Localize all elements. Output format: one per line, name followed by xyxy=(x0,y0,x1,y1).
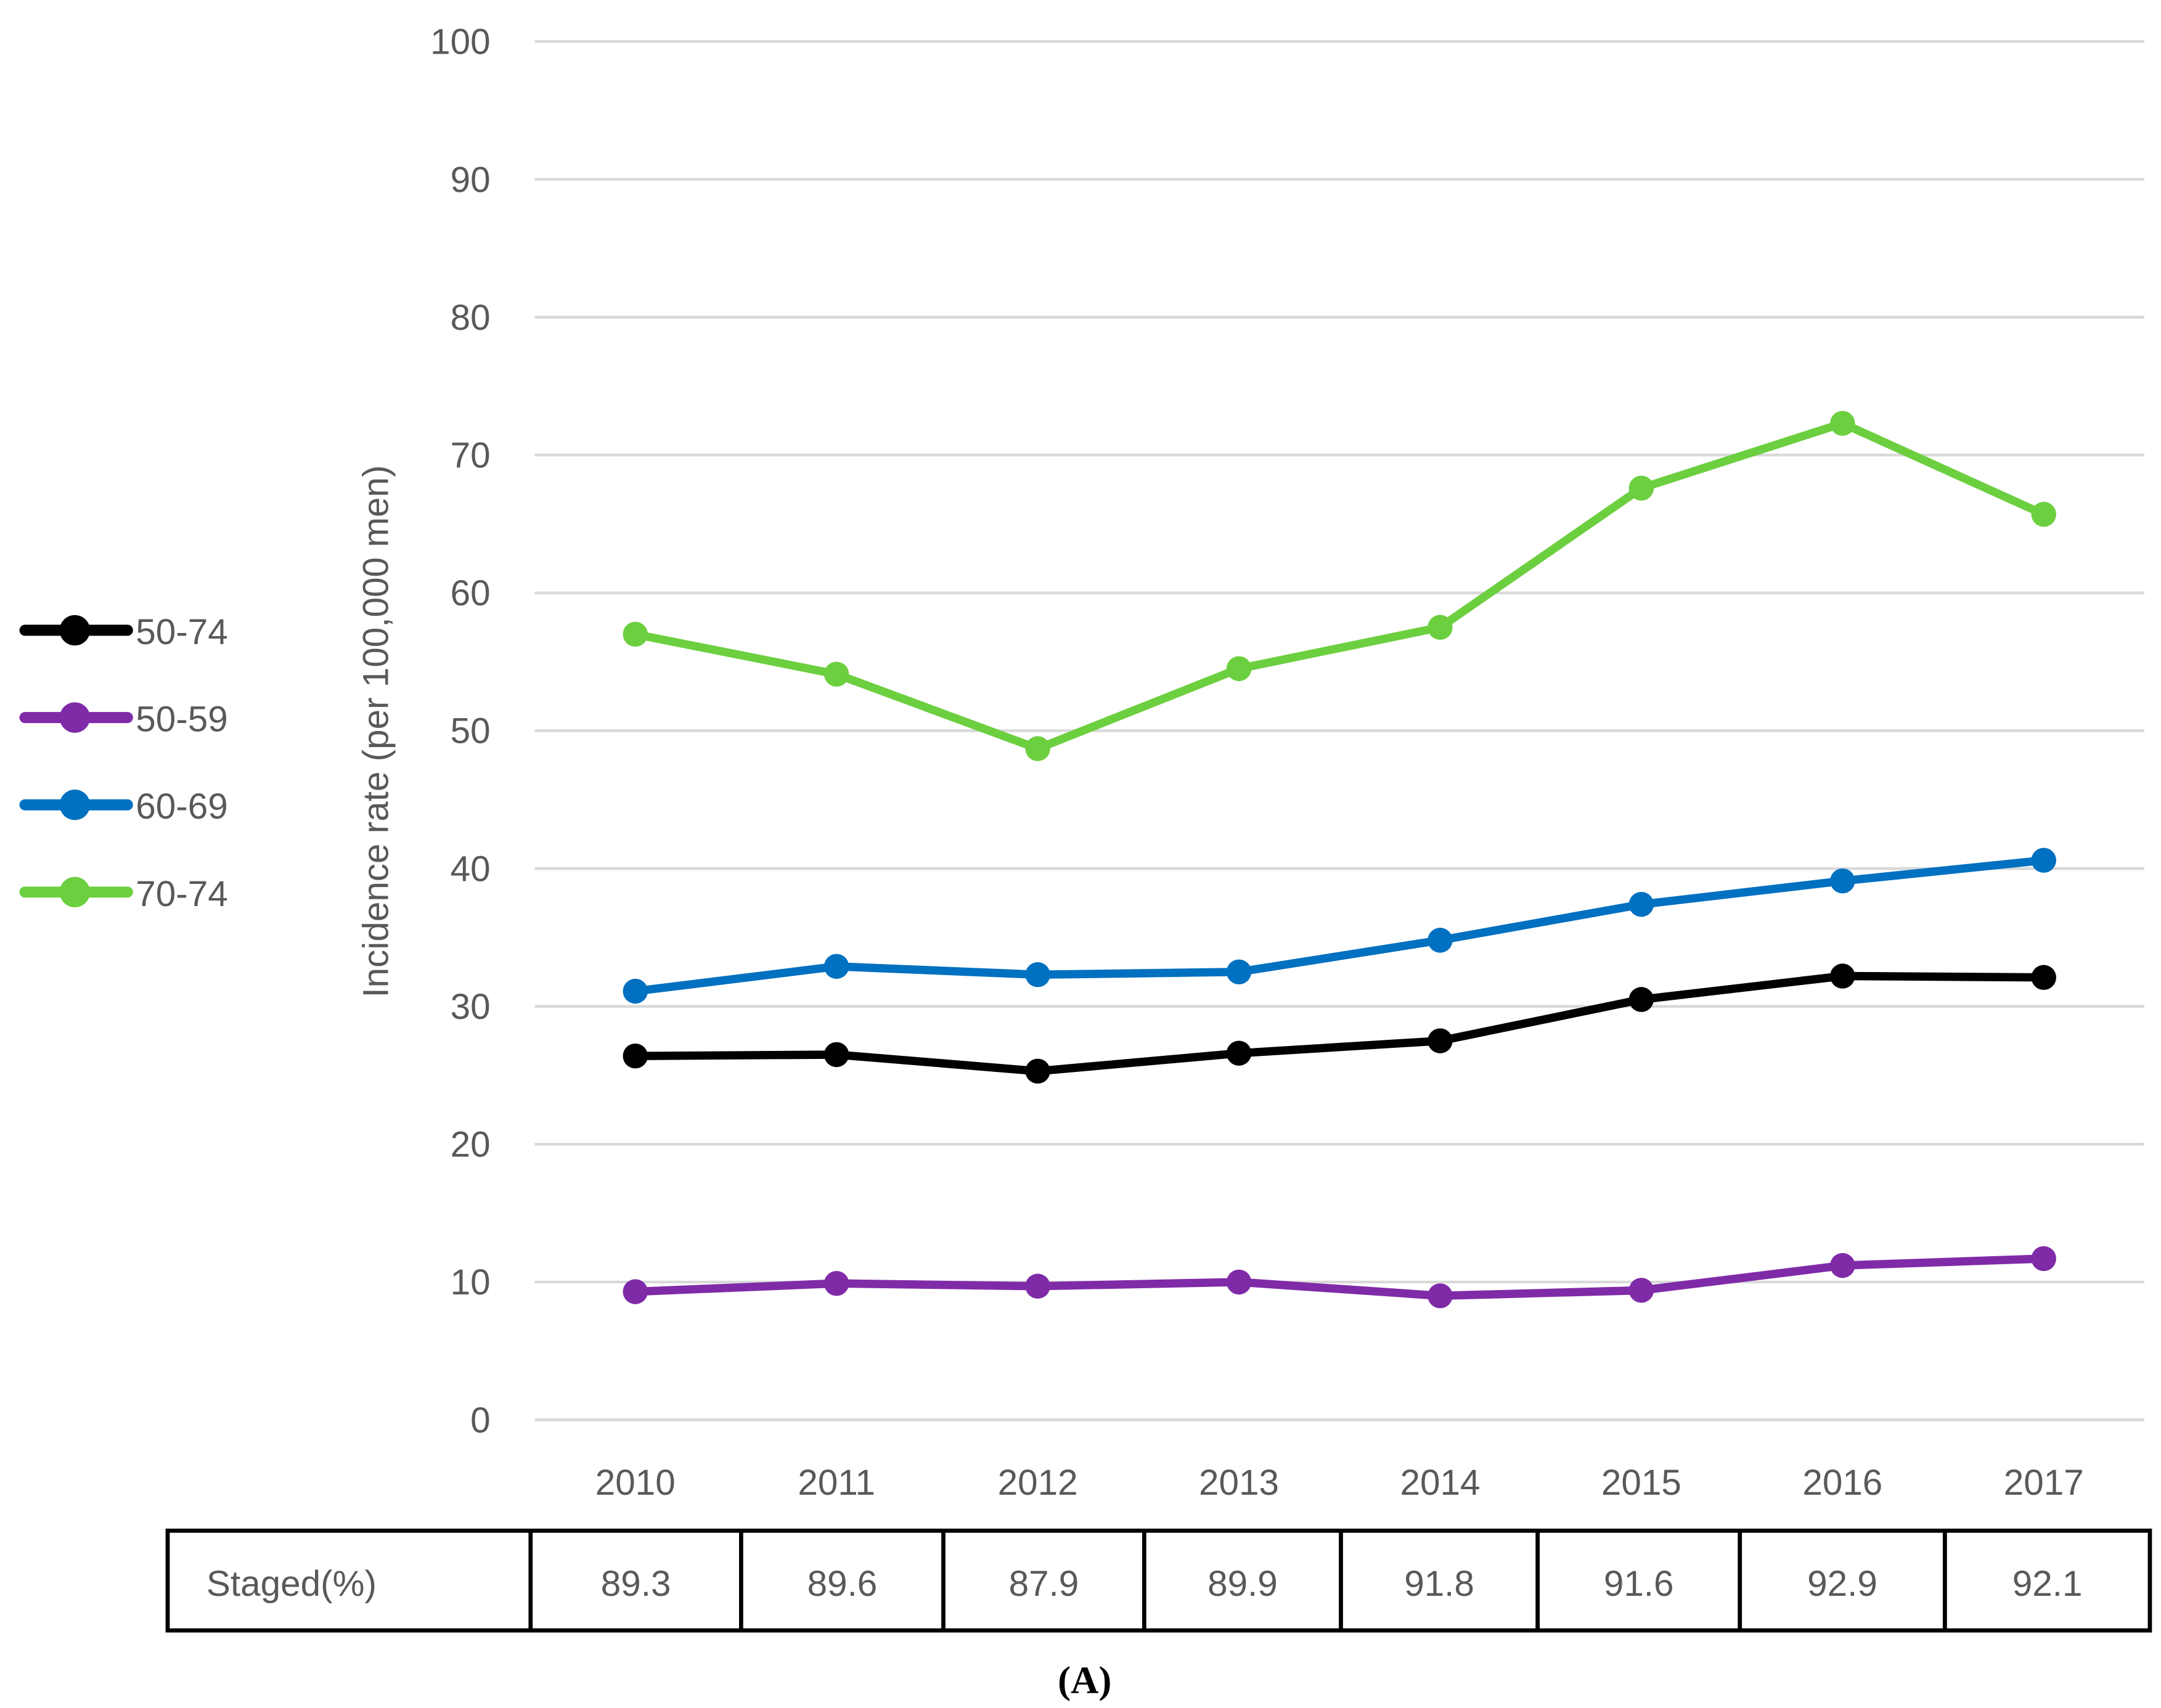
data-point xyxy=(1025,962,1050,987)
x-tick-label: 2014 xyxy=(1400,1463,1480,1503)
data-point xyxy=(1428,1283,1453,1309)
series-line xyxy=(634,856,2045,995)
legend-item: 50-74 xyxy=(19,612,228,652)
table-cell: 91.6 xyxy=(1604,1564,1674,1604)
data-point xyxy=(1025,1058,1050,1084)
figure-caption: (A) xyxy=(1058,1658,1111,1701)
table-cell: 92.9 xyxy=(1807,1564,1877,1604)
series-50-74 xyxy=(623,963,2056,1084)
data-point xyxy=(1226,656,1252,682)
series-60-69 xyxy=(623,848,2056,1004)
data-point xyxy=(623,978,648,1004)
legend-label: 50-59 xyxy=(136,700,227,740)
data-point xyxy=(1830,868,1855,894)
x-axis-ticks: 2010 2011 2012 2013 2014 2015 2016 2017 xyxy=(595,1463,2084,1503)
series-line xyxy=(634,419,2046,753)
y-tick-label: 20 xyxy=(451,1125,491,1165)
legend-label: 50-74 xyxy=(136,612,227,652)
data-point xyxy=(1428,928,1453,953)
legend-marker xyxy=(59,789,91,820)
y-tick-label: 0 xyxy=(470,1400,491,1440)
y-tick-label: 10 xyxy=(451,1262,491,1302)
legend-item: 60-69 xyxy=(19,787,228,827)
x-tick-label: 2012 xyxy=(998,1463,1078,1503)
table-border xyxy=(165,1528,2152,1633)
x-tick-label: 2017 xyxy=(2004,1463,2084,1503)
data-point xyxy=(1628,475,1654,501)
legend-marker xyxy=(59,876,91,908)
x-tick-label: 2011 xyxy=(798,1463,875,1503)
legend-marker xyxy=(59,615,91,646)
data-point xyxy=(1226,1040,1252,1066)
data-point xyxy=(623,1279,648,1304)
y-tick-label: 90 xyxy=(451,160,491,200)
y-tick-label: 60 xyxy=(451,573,491,613)
y-tick-label: 40 xyxy=(451,849,491,889)
data-point xyxy=(823,1042,849,1068)
series-line xyxy=(635,1254,2044,1301)
data-point xyxy=(2031,1246,2056,1272)
y-tick-label: 30 xyxy=(451,987,491,1027)
series-lines xyxy=(623,411,2056,1309)
grid-lines xyxy=(534,40,2144,1421)
series-70-74 xyxy=(623,411,2056,761)
data-point xyxy=(1830,963,1855,989)
series-50-59 xyxy=(623,1246,2056,1309)
y-axis-label: Incidence rate (per 100,000 men) xyxy=(356,465,396,998)
data-point xyxy=(1428,1028,1453,1053)
data-point xyxy=(1628,892,1654,917)
staged-table: Staged(%) 89.3 89.6 87.9 89.9 91.8 91.6 92.9 92.… xyxy=(165,1528,2152,1633)
table-cell: 87.9 xyxy=(1009,1564,1079,1604)
data-point xyxy=(1226,959,1252,985)
table-row-label: Staged(%) xyxy=(206,1564,377,1604)
legend-item: 50-59 xyxy=(19,700,228,740)
data-point xyxy=(1830,411,1855,436)
data-point xyxy=(623,1043,648,1069)
data-point xyxy=(1628,987,1654,1012)
legend-marker xyxy=(59,702,91,733)
x-tick-label: 2013 xyxy=(1199,1463,1279,1503)
data-point xyxy=(2031,848,2056,873)
data-point xyxy=(823,661,849,687)
data-point xyxy=(2031,502,2056,527)
x-tick-label: 2015 xyxy=(1601,1463,1681,1503)
table-cell: 91.8 xyxy=(1404,1564,1474,1604)
data-point xyxy=(823,1270,849,1296)
y-tick-label: 70 xyxy=(451,435,491,475)
data-point xyxy=(1025,736,1050,761)
data-point xyxy=(1830,1252,1855,1278)
data-point xyxy=(1628,1278,1654,1303)
data-point xyxy=(1025,1273,1050,1299)
legend-label: 60-69 xyxy=(136,787,227,827)
legend-label: 70-74 xyxy=(136,874,227,914)
data-point xyxy=(2031,965,2056,990)
series-line xyxy=(635,971,2044,1076)
y-tick-label: 100 xyxy=(430,22,490,62)
y-tick-label: 50 xyxy=(451,711,491,751)
data-point xyxy=(623,621,648,647)
y-tick-label: 80 xyxy=(451,298,491,338)
y-axis-ticks: 0 10 20 30 40 50 60 70 80 90 100 xyxy=(430,22,490,1440)
data-point xyxy=(1428,615,1453,640)
table-cell: 89.3 xyxy=(601,1564,671,1604)
legend-item: 70-74 xyxy=(19,874,228,914)
table-cell: 92.1 xyxy=(2012,1564,2083,1604)
data-point xyxy=(823,954,849,979)
table-cell: 89.6 xyxy=(807,1564,878,1604)
x-tick-label: 2016 xyxy=(1802,1463,1882,1503)
legend: 50-74 50-59 60-69 70-74 xyxy=(19,612,228,914)
x-tick-label: 2010 xyxy=(595,1463,676,1503)
table-cell: 89.9 xyxy=(1207,1564,1278,1604)
data-point xyxy=(1226,1269,1252,1295)
